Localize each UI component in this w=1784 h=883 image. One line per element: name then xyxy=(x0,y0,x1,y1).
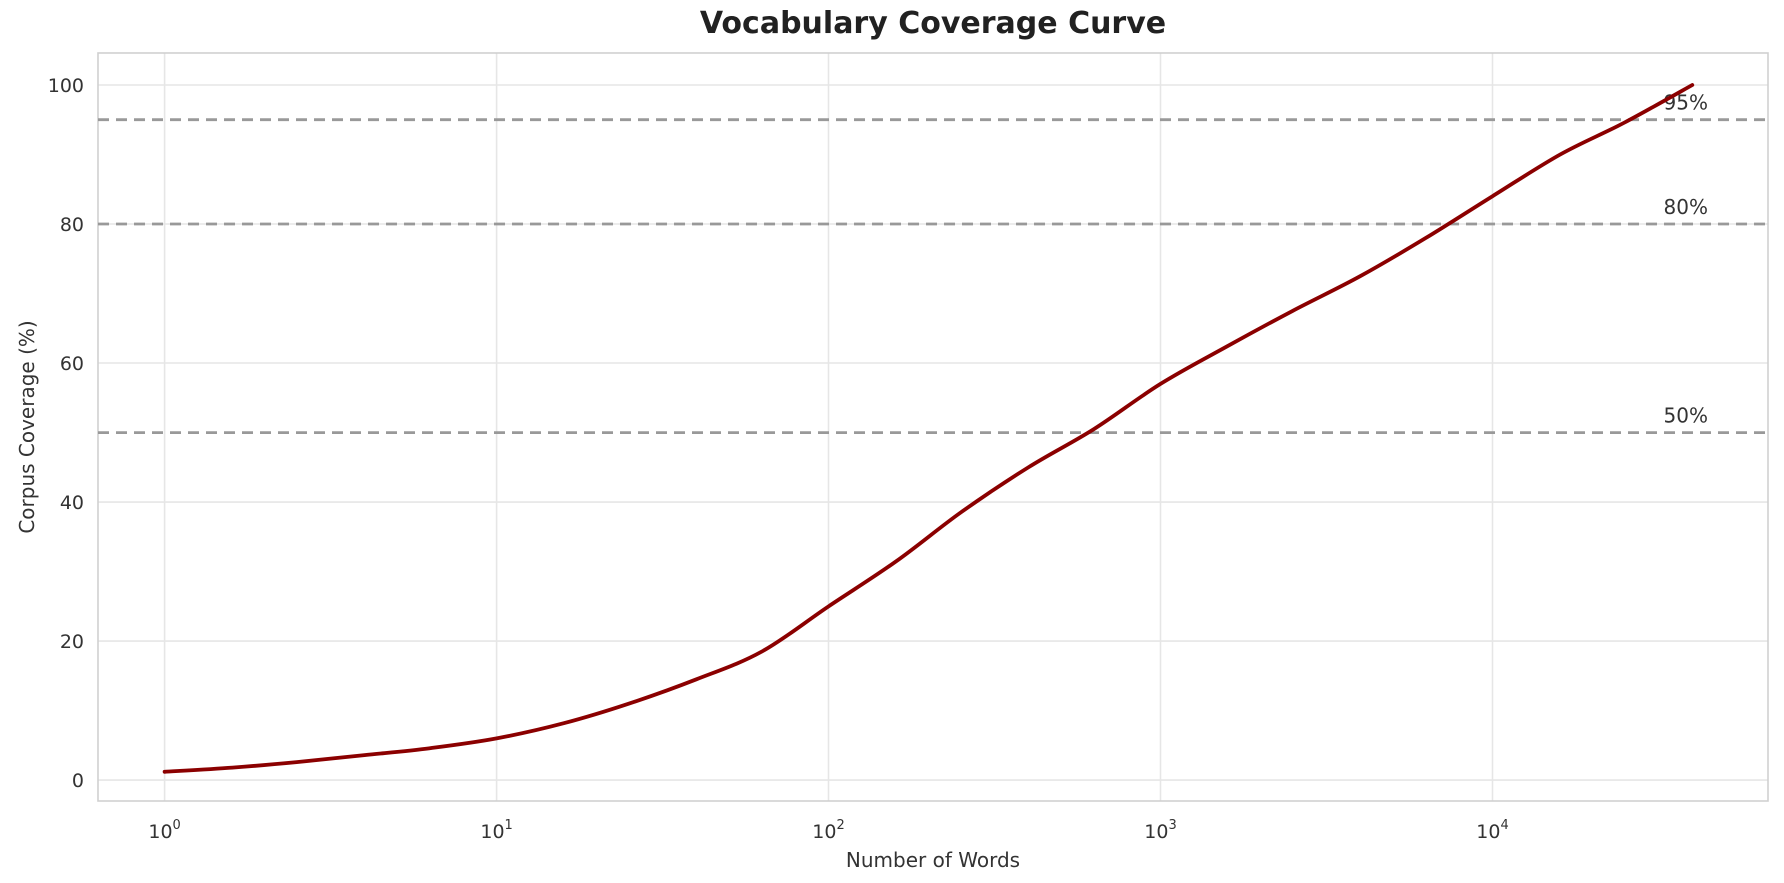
y-tick-label-20: 20 xyxy=(60,631,84,653)
x-axis-label: Number of Words xyxy=(845,848,1021,872)
chart-title: Vocabulary Coverage Curve xyxy=(699,6,1167,41)
x-tick-label-1e1: 101 xyxy=(480,818,512,843)
x-tick-label-1e2: 102 xyxy=(812,818,844,843)
reference-label-50: 50% xyxy=(1664,404,1708,428)
y-tick-label-0: 0 xyxy=(72,770,84,792)
y-tick-label-100: 100 xyxy=(48,75,84,97)
y-tick-label-80: 80 xyxy=(60,214,84,236)
plot-border xyxy=(97,52,1769,802)
x-tick-label-1e3: 103 xyxy=(1144,818,1176,843)
x-tick-label-1e4: 104 xyxy=(1476,818,1508,843)
coverage-curve-line xyxy=(162,83,1695,774)
x-tick-label-1e0: 100 xyxy=(148,818,180,843)
y-tick-label-40: 40 xyxy=(60,492,84,514)
reference-label-80: 80% xyxy=(1664,195,1708,219)
y-tick-label-60: 60 xyxy=(60,353,84,375)
reference-label-95: 95% xyxy=(1664,91,1708,115)
